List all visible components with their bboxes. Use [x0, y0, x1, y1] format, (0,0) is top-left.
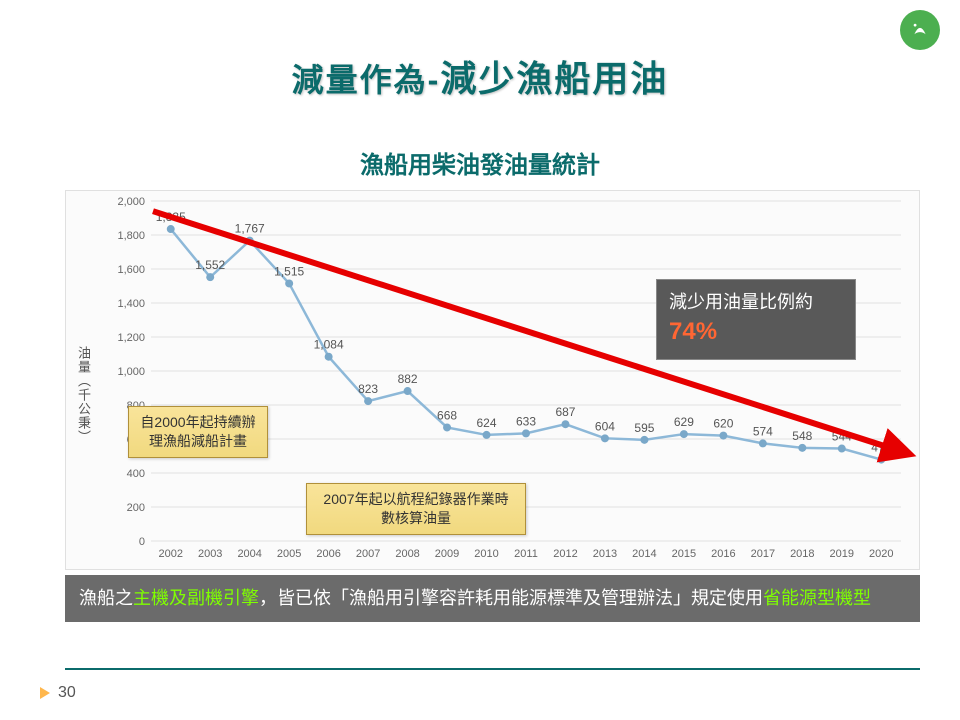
svg-text:2015: 2015 [672, 548, 696, 560]
title-main: 減少漁船用油 [440, 58, 668, 99]
svg-text:624: 624 [477, 416, 497, 430]
svg-text:1,600: 1,600 [117, 264, 145, 276]
svg-text:2009: 2009 [435, 548, 459, 560]
svg-text:1,200: 1,200 [117, 332, 145, 344]
svg-text:200: 200 [127, 502, 145, 514]
svg-text:1,800: 1,800 [117, 230, 145, 242]
svg-text:2005: 2005 [277, 548, 301, 560]
svg-text:2003: 2003 [198, 548, 222, 560]
svg-text:2019: 2019 [830, 548, 854, 560]
svg-text:548: 548 [792, 429, 812, 443]
footnote-hl2: 省能源型機型 [763, 588, 871, 608]
svg-text:2010: 2010 [474, 548, 498, 560]
divider [65, 668, 920, 670]
svg-text:620: 620 [713, 417, 733, 431]
svg-text:1,000: 1,000 [117, 366, 145, 378]
svg-text:633: 633 [516, 414, 536, 428]
svg-text:1,400: 1,400 [117, 298, 145, 310]
svg-text:2007: 2007 [356, 548, 380, 560]
svg-text:668: 668 [437, 408, 457, 422]
footer: 30 [40, 684, 76, 702]
svg-text:2017: 2017 [751, 548, 775, 560]
footnote-p2: ，皆已依「漁船用引擎容許耗用能源標準及管理辦法」規定使用 [259, 588, 763, 608]
brand-logo-icon [900, 10, 940, 50]
svg-text:687: 687 [555, 405, 575, 419]
svg-text:1,767: 1,767 [235, 222, 265, 236]
chart-container: 油量（千公秉） 02004006008001,0001,2001,4001,60… [65, 190, 920, 570]
svg-text:574: 574 [753, 424, 773, 438]
page-title: 減量作為-減少漁船用油 [0, 50, 960, 102]
svg-text:629: 629 [674, 415, 694, 429]
reduction-summary-box: 減少用油量比例約 74% [656, 279, 856, 360]
reduction-percent: 74% [669, 318, 717, 345]
callout-2007: 2007年起以航程紀錄器作業時數核算油量 [306, 483, 526, 535]
svg-text:2011: 2011 [514, 548, 538, 560]
footnote-p1: 漁船之 [79, 588, 133, 608]
svg-text:2013: 2013 [593, 548, 617, 560]
svg-text:2006: 2006 [316, 548, 340, 560]
svg-text:2014: 2014 [632, 548, 656, 560]
svg-text:595: 595 [634, 421, 654, 435]
svg-text:2,000: 2,000 [117, 196, 145, 208]
callout-2000: 自2000年起持續辦理漁船減船計畫 [128, 406, 268, 458]
svg-text:823: 823 [358, 382, 378, 396]
footnote-bar: 漁船之主機及副機引擎，皆已依「漁船用引擎容許耗用能源標準及管理辦法」規定使用省能… [65, 575, 920, 622]
svg-text:882: 882 [398, 372, 418, 386]
svg-text:400: 400 [127, 468, 145, 480]
title-prefix: 減量作為 [292, 62, 428, 98]
chart-title: 漁船用柴油發油量統計 [0, 145, 960, 180]
page-number: 30 [58, 684, 76, 702]
svg-text:2020: 2020 [869, 548, 893, 560]
svg-text:1,084: 1,084 [314, 338, 344, 352]
reduction-text: 減少用油量比例約 [669, 292, 813, 312]
svg-text:0: 0 [139, 536, 145, 548]
page-triangle-icon [40, 687, 50, 699]
svg-text:1,515: 1,515 [274, 264, 304, 278]
svg-text:2002: 2002 [158, 548, 182, 560]
footnote-hl1: 主機及副機引擎 [133, 588, 259, 608]
svg-text:1,552: 1,552 [195, 258, 225, 272]
svg-text:2016: 2016 [711, 548, 735, 560]
svg-text:2018: 2018 [790, 548, 814, 560]
svg-text:2008: 2008 [395, 548, 419, 560]
svg-text:2004: 2004 [237, 548, 261, 560]
title-sep: - [428, 62, 441, 98]
svg-text:604: 604 [595, 419, 615, 433]
svg-text:2012: 2012 [553, 548, 577, 560]
